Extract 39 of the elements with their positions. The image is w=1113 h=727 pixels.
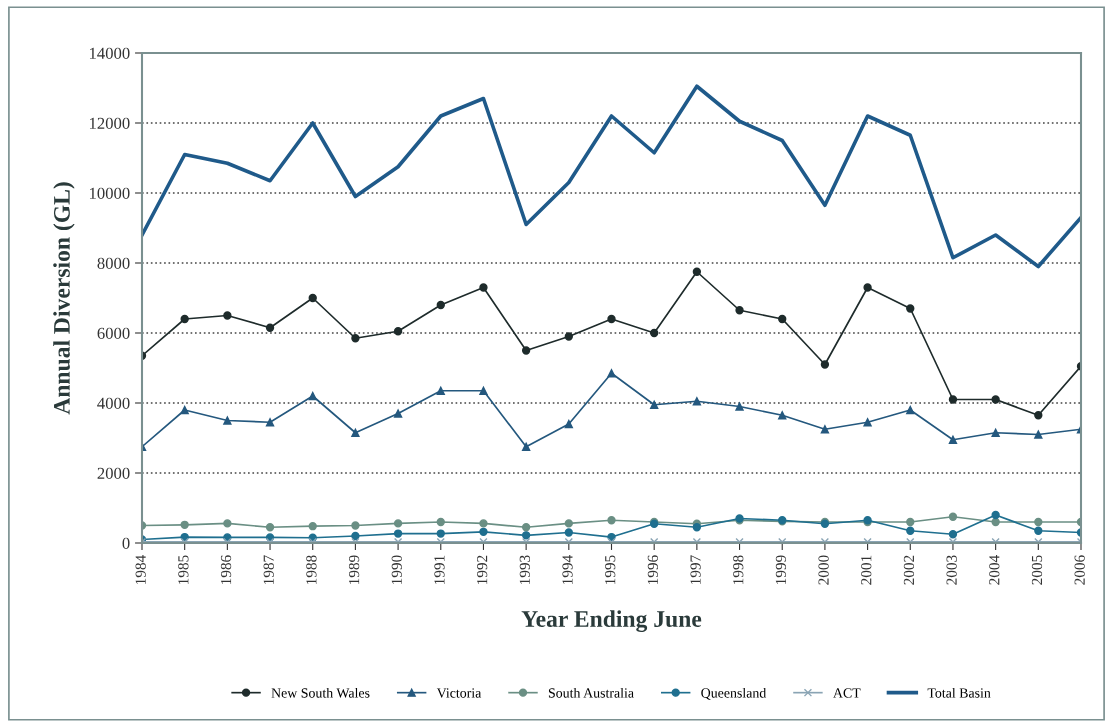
x-tick-label: 1991 [434, 555, 445, 585]
x-tick-label: 2000 [818, 555, 829, 585]
legend-label: Total Basin [927, 687, 991, 698]
legend-label: Queensland [701, 687, 767, 700]
x-tick-label: 1984 [135, 555, 146, 585]
x-tick-label: 2006 [1074, 555, 1085, 585]
x-tick-label: 1989 [348, 555, 360, 585]
x-tick-label: 1986 [220, 555, 232, 585]
y-tick-label: 0 [122, 537, 130, 549]
legend-label: New South Wales [271, 687, 370, 698]
y-tick-label: 4000 [97, 397, 130, 409]
x-tick-label: 1988 [306, 555, 317, 585]
legend-label: ACT [833, 688, 861, 698]
y-tick-label: 10000 [89, 187, 130, 199]
x-tick-label: 1996 [647, 555, 659, 585]
x-tick-label: 2003 [946, 555, 957, 585]
y-axis-title: Annual Diversion (GL) [53, 182, 75, 415]
x-tick-label: 2002 [903, 555, 915, 585]
x-tick-label: 1993 [519, 555, 530, 585]
legend-label: Victoria [436, 688, 482, 698]
y-tick-label: 12000 [89, 117, 130, 129]
x-axis-title: Year Ending June [521, 610, 702, 632]
y-tick-label: 2000 [97, 467, 130, 479]
y-tick-label: 14000 [89, 47, 130, 59]
x-tick-label: 2001 [861, 555, 872, 585]
x-tick-label: 1994 [562, 555, 573, 585]
x-tick-label: 1999 [775, 555, 787, 585]
x-tick-label: 1995 [605, 555, 616, 585]
x-tick-label: 2005 [1031, 555, 1043, 585]
legend-label: South Australia [548, 687, 634, 698]
x-tick-label: 1985 [178, 555, 189, 585]
x-tick-label: 1992 [477, 555, 488, 585]
x-tick-label: 1990 [391, 555, 402, 585]
x-tick-label: 1998 [733, 555, 744, 585]
x-tick-label: 2004 [989, 555, 1000, 585]
x-tick-label: 1997 [690, 555, 701, 585]
y-tick-label: 6000 [97, 327, 130, 339]
x-tick-label: 1987 [263, 555, 274, 585]
y-tick-label: 8000 [97, 257, 130, 269]
